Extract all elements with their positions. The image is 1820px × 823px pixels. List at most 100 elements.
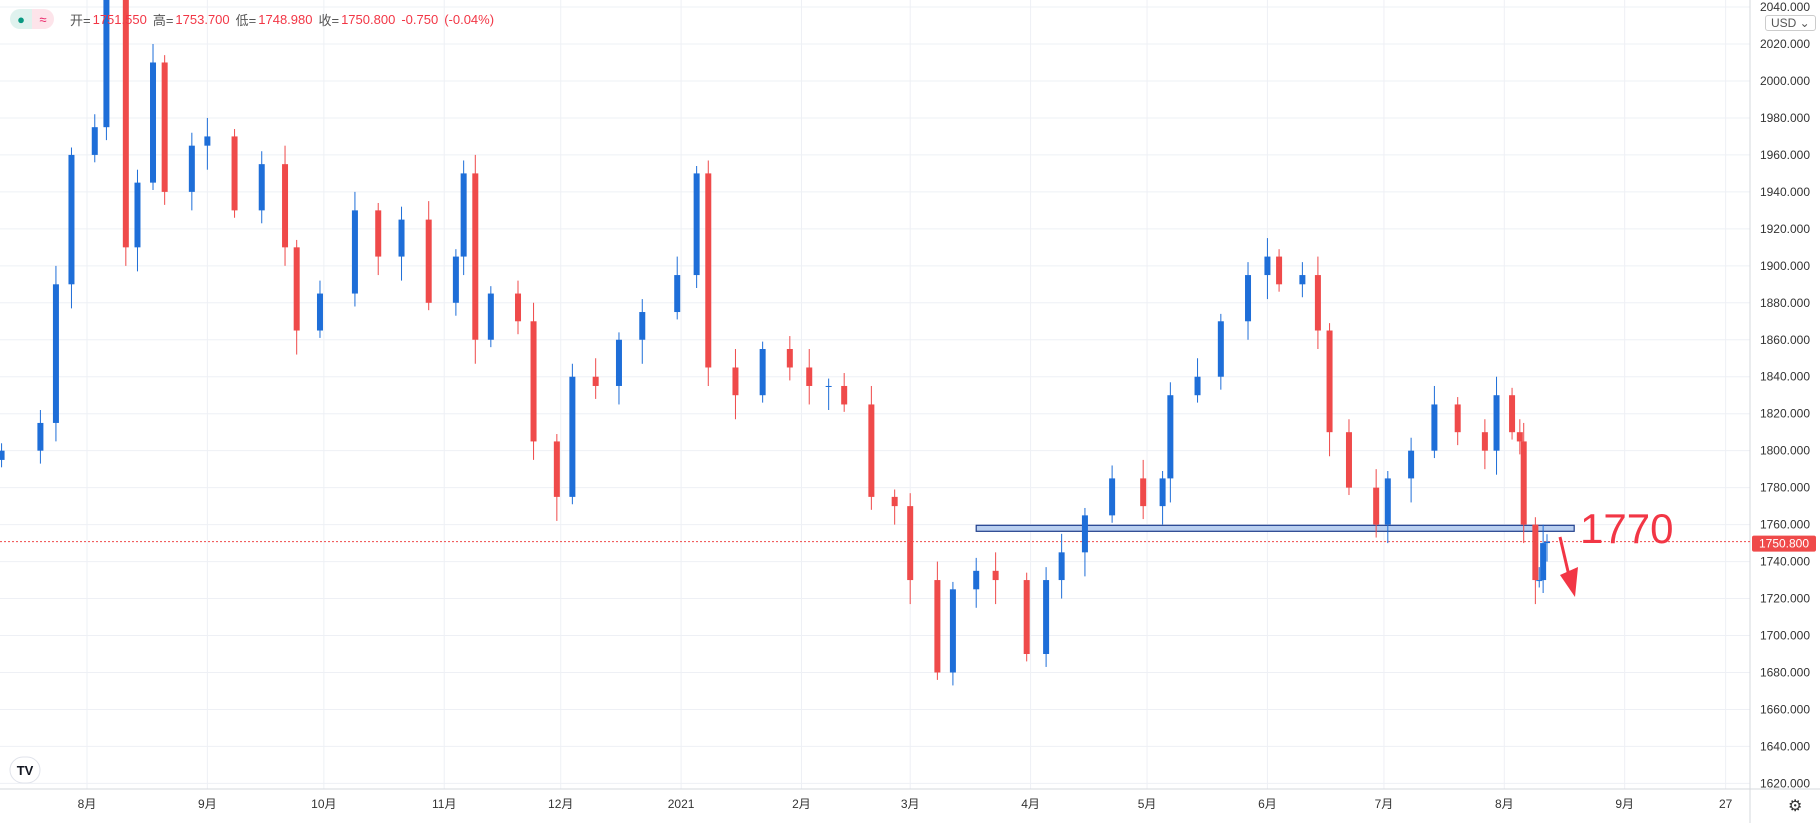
time-tick-label: 8月: [78, 797, 97, 811]
candle-body: [122, 0, 129, 248]
approx-icon: ≈: [32, 9, 54, 29]
candle-body: [569, 376, 576, 497]
candle-body: [1408, 450, 1415, 479]
candle-body: [1245, 275, 1252, 322]
market-open-dot-icon: ●: [10, 9, 32, 29]
candle-body: [1264, 256, 1271, 276]
candle-body: [460, 173, 467, 257]
high-label: 高=: [152, 12, 174, 28]
candle-body: [472, 173, 479, 340]
close-value: 1750.800: [341, 11, 396, 27]
candle-body: [674, 275, 681, 313]
candle-body: [1081, 515, 1088, 553]
candle-body: [0, 450, 5, 460]
candle-body: [1536, 580, 1543, 582]
candle-body: [351, 210, 358, 294]
last-price-badge: [1752, 535, 1816, 552]
candle-body: [732, 367, 739, 396]
time-tick-label: 27: [1719, 797, 1733, 811]
candle-body: [1493, 395, 1500, 451]
low-value: 1748.980: [258, 11, 313, 27]
time-tick-label: 7月: [1375, 797, 1394, 811]
candle-body: [161, 62, 168, 192]
candle-body: [759, 349, 766, 396]
price-tick-label: 1920.000: [1760, 222, 1810, 236]
candle-body: [68, 154, 75, 285]
candle-body: [949, 589, 956, 673]
candle-body: [907, 506, 914, 581]
candle-body: [282, 164, 289, 248]
candle-body: [806, 367, 813, 386]
candle-body: [1276, 256, 1283, 285]
candle-body: [841, 385, 848, 405]
candle-body: [891, 496, 898, 507]
time-tick-label: 2月: [792, 797, 811, 811]
time-tick-label: 4月: [1021, 797, 1040, 811]
price-tick-label: 1940.000: [1760, 185, 1810, 199]
annotation-1770: 1770: [1580, 505, 1673, 552]
high-value: 1753.700: [175, 11, 230, 27]
open-value: 1751.550: [92, 11, 147, 27]
candle-body: [1109, 478, 1116, 516]
candle-body: [1516, 432, 1523, 442]
change-percent: (-0.04%): [444, 11, 495, 27]
symbol-status[interactable]: ● ≈: [10, 9, 54, 29]
candle-body: [452, 256, 459, 303]
time-tick-label: 9月: [1615, 797, 1634, 811]
candle-body: [825, 385, 832, 387]
candle-body: [553, 441, 560, 497]
candle-body: [515, 293, 522, 322]
price-tick-label: 1960.000: [1760, 148, 1810, 162]
candle-body: [1326, 330, 1333, 433]
change-value: -0.750: [401, 11, 439, 27]
price-tick-label: 1620.000: [1760, 776, 1810, 790]
price-tick-label: 2040.000: [1760, 0, 1810, 14]
candle-body: [52, 284, 59, 423]
candle-body: [231, 136, 238, 211]
candle-body: [992, 570, 999, 581]
down-arrow-icon: [1560, 567, 1578, 597]
support-level-rectangle: [975, 524, 1575, 532]
tradingview-logo: [9, 756, 41, 784]
candle-body: [1023, 580, 1030, 655]
candle-body: [1509, 395, 1516, 433]
time-tick-label: 10月: [311, 797, 336, 811]
candle-body: [615, 339, 622, 386]
gear-icon[interactable]: ⚙: [1788, 798, 1803, 815]
candle-body: [1384, 478, 1391, 525]
open-label: 开=: [70, 12, 91, 28]
time-tick-label: 12月: [548, 797, 573, 811]
price-tick-label: 1860.000: [1760, 333, 1810, 347]
candle-body: [1520, 441, 1527, 525]
candle-body: [1167, 395, 1174, 479]
candle-body: [188, 145, 195, 192]
price-tick-label: 1800.000: [1760, 444, 1810, 458]
time-tick-label: 3月: [901, 797, 920, 811]
price-tick-label: 1900.000: [1760, 259, 1810, 273]
price-tick-label: 1660.000: [1760, 702, 1810, 716]
candle-body: [1544, 541, 1551, 544]
candle-body: [204, 136, 211, 146]
price-tick-label: 1640.000: [1760, 739, 1810, 753]
time-tick-label: 9月: [198, 797, 217, 811]
candle-body: [973, 570, 980, 590]
candle-body: [1043, 580, 1050, 655]
candle-body: [1481, 432, 1488, 451]
price-tick-label: 1840.000: [1760, 370, 1810, 384]
candle-body: [293, 247, 300, 331]
candle-body: [1532, 524, 1539, 581]
price-tick-label: 1880.000: [1760, 296, 1810, 310]
candle-body: [1345, 432, 1352, 488]
candle-body: [1540, 543, 1547, 581]
last-price-label: 1750.800: [1759, 537, 1809, 551]
candle-body: [1299, 275, 1306, 285]
price-tick-label: 2000.000: [1760, 74, 1810, 88]
price-tick-label: 1820.000: [1760, 407, 1810, 421]
price-tick-label: 1740.000: [1760, 555, 1810, 569]
currency-select[interactable]: USD ⌄: [1765, 15, 1816, 31]
candle-body: [1140, 478, 1147, 507]
ohlc-legend: ● ≈ 开= 1751.550 高= 1753.700 低= 1748.980 收= 17…: [10, 9, 500, 29]
time-tick-label: 11月: [432, 797, 456, 811]
candle-body: [375, 210, 382, 257]
